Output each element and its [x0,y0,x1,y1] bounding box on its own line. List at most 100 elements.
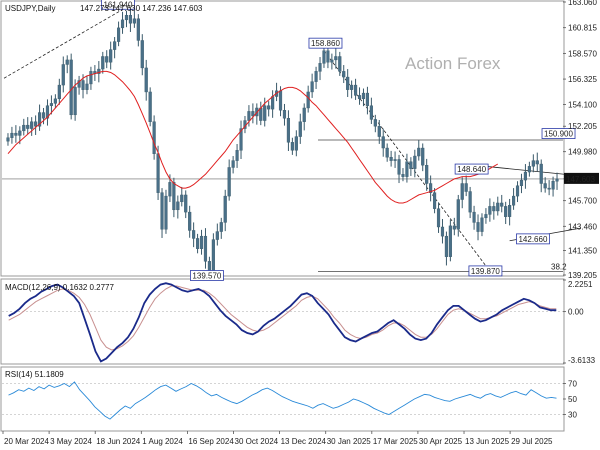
candle-body [101,56,105,70]
rsi-panel [0,366,565,432]
candle-body [314,71,318,82]
fib-label: 38.2 [551,263,567,272]
x-tick-label: 29 Jul 2025 [511,437,553,446]
price-tick-label: 139.205 [568,271,597,280]
candle-body [342,71,346,78]
candle-body [168,182,172,197]
candle-body [436,208,441,228]
candle-body [148,91,152,122]
rsi-title: RSI(14) 51.1809 [5,370,64,379]
candle-body [132,18,136,24]
rsi-axis: 70 50 30 [563,380,577,420]
current-price-label: 147.603 [566,175,595,184]
macd-plot [2,282,563,363]
candle-body [504,206,508,217]
price-tick-label: 141.350 [568,246,597,255]
candle-body [460,183,464,200]
candle-body [547,187,551,190]
candle-body [377,126,381,137]
price-tick-label: 154.100 [568,101,597,110]
candle-body [527,166,531,173]
candle-body [429,183,433,193]
candle-body [286,118,291,143]
price-panel [0,0,565,277]
candle-body [176,201,180,211]
annotation-box [516,233,550,245]
macd-line [8,282,557,363]
candle-body [120,19,125,29]
price-tick-label: 160.815 [568,24,597,33]
price-tick-label: 158.570 [568,49,597,58]
candle-body [199,235,204,249]
candle-body [492,206,496,212]
price-tick-label: 145.700 [568,197,597,206]
candle-body [69,59,73,116]
x-tick-label: 20 Mar 2024 [4,437,49,446]
candle-body [302,107,306,122]
annotation-box [190,270,224,281]
annotation-label: 142.660 [518,235,547,244]
candle-body [81,80,85,90]
candle-body [322,50,326,64]
candle-body [77,80,81,88]
candle-body [448,225,452,257]
x-tick-label: 16 Sep 2024 [188,437,234,446]
x-tick-label: 30 Oct 2024 [235,437,279,446]
candle-body [26,124,30,129]
price-tick-label: 152.205 [568,122,597,131]
macd-tick-label: 2.2251 [568,280,593,289]
annotation-box [101,0,135,10]
price-tick-label: 163.060 [568,0,597,7]
candle-body [231,160,235,168]
candle-body [425,164,429,184]
candle-body [476,222,480,232]
moving-average-line [7,70,499,204]
trendline-dashed-1 [3,6,127,79]
candle-body [452,225,456,230]
macd-axis: 2.2251 0.00 -3.6133 [563,279,596,365]
candle-body [109,49,113,63]
price-tick-label: 149.980 [568,148,597,157]
candle-body [409,161,413,169]
candle-body [113,41,117,50]
macd-tick-label: 0.00 [568,308,584,317]
candle-body [350,84,354,90]
candle-body [227,167,231,197]
candle-body [128,15,133,24]
rsi-line [8,381,557,420]
annotation-label: 150.900 [544,130,573,139]
candle-body [14,132,18,136]
candle-body [65,59,69,65]
candle-body [160,192,164,230]
candle-body [539,163,543,184]
x-tick-label: 1 Aug 2024 [142,437,183,446]
x-tick-label: 13 Jun 2025 [465,437,510,446]
candle-body [294,136,298,151]
annotation-label: 139.570 [192,271,221,280]
candle-body [45,105,50,119]
candle-body [184,194,188,213]
candle-body [215,231,219,240]
candle-body [381,136,385,149]
macd-title: MACD(12,26,9) 0.1632 0.2777 [5,283,115,292]
annotation-box [454,163,489,175]
annotation-box [541,128,576,139]
price-tick-label: 143.460 [568,222,597,231]
candle-body [207,261,212,271]
price-axis: 163.060 160.815 158.570 156.325 154.100 152.2… [563,0,599,280]
candle-body [346,76,350,90]
candle-body [298,121,302,137]
candle-body [34,121,38,127]
rsi-tick-label: 70 [568,380,577,389]
rsi-tick-label: 30 [568,411,577,420]
candle-body [89,71,93,85]
candle-body [468,191,472,213]
candle-body [543,183,547,189]
candle-body [393,159,397,161]
candle-body [53,98,57,104]
candle-body [195,238,200,249]
candle-body [456,199,460,230]
x-tick-label: 18 Jun 2024 [96,437,141,446]
candle-body [239,128,243,151]
candle-body [6,137,10,142]
